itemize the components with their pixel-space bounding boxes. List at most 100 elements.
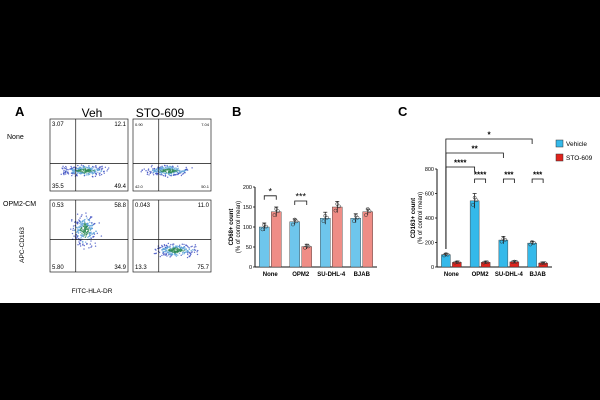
flow-event <box>92 236 94 238</box>
flow-event <box>171 171 173 174</box>
flow-event <box>84 218 86 221</box>
pair-significance-label: *** <box>504 171 514 180</box>
quadrant-tr: 12.1 <box>114 122 126 128</box>
flow-event <box>75 170 78 173</box>
flow-event <box>171 165 174 167</box>
flow-event <box>83 172 86 174</box>
replicate-point <box>364 213 368 217</box>
flow-event <box>179 248 182 250</box>
flow-event <box>164 169 166 171</box>
flow-event <box>79 231 82 233</box>
quadrant-tl: 0.90 <box>135 122 144 127</box>
flow-event <box>100 170 103 172</box>
replicate-point <box>481 260 486 265</box>
flow-event <box>60 173 62 176</box>
flow-event <box>71 219 73 221</box>
pair-significance-label: *** <box>533 171 543 180</box>
flow-event <box>91 171 93 173</box>
flow-event <box>176 250 178 252</box>
flow-event <box>90 227 92 229</box>
quadrant-tr: 11.0 <box>198 203 210 209</box>
y-axis-label: CD68+ count(% of control mean) <box>229 201 242 253</box>
flow-event <box>172 253 174 256</box>
replicate-point <box>472 195 477 200</box>
flow-event <box>91 167 93 169</box>
flow-event <box>84 167 86 170</box>
flow-event <box>177 167 179 170</box>
replicate-point <box>303 245 307 250</box>
replicate-point <box>294 219 299 224</box>
quadrant-br: 34.9 <box>114 265 126 271</box>
flow-event <box>170 171 172 174</box>
pair-significance-bracket <box>474 178 487 183</box>
flow-event <box>191 251 193 253</box>
flow-plot-frame <box>132 118 212 192</box>
quadrant-bl: 5.80 <box>52 265 64 271</box>
flow-event <box>89 172 91 174</box>
flow-event <box>79 166 82 169</box>
flow-event <box>72 225 75 227</box>
flow-event <box>77 170 79 172</box>
flow-event <box>193 251 196 253</box>
flow-event <box>84 222 86 224</box>
panel-a: A Veh STO-609 None OPM2-CM APC-CD163 FIT… <box>3 104 212 295</box>
flow-event <box>170 250 172 253</box>
flow-event <box>167 166 169 168</box>
flow-event <box>63 171 65 173</box>
flow-event <box>166 164 168 167</box>
flow-event <box>85 171 87 174</box>
flow-event <box>86 173 88 175</box>
flow-event <box>78 171 80 174</box>
flow-event <box>103 172 105 174</box>
flow-event <box>82 243 84 245</box>
flow-event <box>167 249 170 251</box>
flow-event <box>86 167 88 169</box>
quadrant-bl: 42.0 <box>135 184 144 189</box>
bar-vehicle <box>289 221 300 268</box>
flow-event <box>79 168 82 171</box>
flow-event <box>152 169 154 171</box>
flow-event <box>177 170 179 172</box>
replicate-point <box>501 236 506 241</box>
flow-event <box>141 169 143 172</box>
flow-event <box>85 212 87 214</box>
flow-event <box>89 232 91 235</box>
quadrant-tl: 3.07 <box>52 122 64 128</box>
bar-vehicle <box>350 217 361 268</box>
flow-event <box>73 173 76 175</box>
flow-event <box>85 166 87 168</box>
flow-event <box>91 169 93 171</box>
flow-event <box>76 213 79 215</box>
flow-event <box>87 170 90 172</box>
flow-event <box>149 172 151 175</box>
flow-event <box>99 174 101 177</box>
flow-event <box>185 244 187 246</box>
flow-event <box>176 246 178 249</box>
replicate-point <box>304 243 309 248</box>
flow-event <box>159 167 162 170</box>
flow-event <box>172 243 175 245</box>
replicate-point <box>528 242 533 247</box>
flow-event <box>79 217 81 219</box>
flow-event <box>153 252 156 255</box>
replicate-point <box>274 207 279 211</box>
x-tick-label: BJAB <box>354 272 371 278</box>
flow-event <box>70 228 72 230</box>
flow-event <box>173 173 175 175</box>
flow-event <box>81 221 83 224</box>
replicate-point <box>514 259 519 264</box>
figure-canvas: A Veh STO-609 None OPM2-CM APC-CD163 FIT… <box>0 97 600 303</box>
flow-event <box>77 228 79 231</box>
flow-event <box>90 216 92 219</box>
flow-event <box>169 256 171 258</box>
flow-event <box>160 174 162 176</box>
x-tick-label: SU-DHL-4 <box>317 272 346 278</box>
significance-label: *** <box>295 192 306 202</box>
flow-event <box>173 167 176 170</box>
flow-event <box>87 229 90 231</box>
flow-event <box>83 227 86 229</box>
flow-event <box>165 254 167 256</box>
flow-event <box>175 167 177 169</box>
flow-event <box>197 249 199 252</box>
quadrant-tr: 58.8 <box>114 203 126 209</box>
